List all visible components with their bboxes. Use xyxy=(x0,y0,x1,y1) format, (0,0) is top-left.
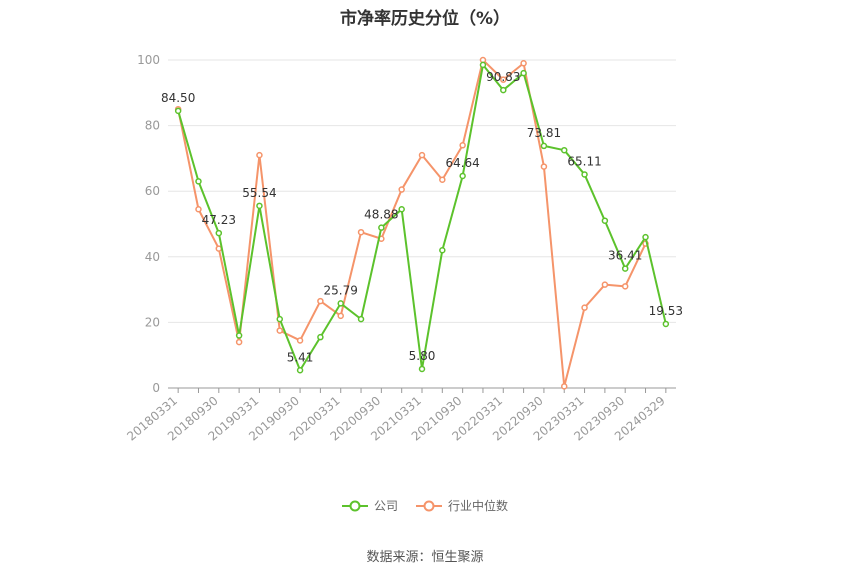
legend-label-company: 公司 xyxy=(373,499,398,513)
company-point xyxy=(418,151,426,159)
company-point xyxy=(601,281,609,288)
company-point xyxy=(621,283,629,290)
data-label: 5.41 xyxy=(287,350,314,364)
legend: 公司 行业中位数 xyxy=(0,497,850,514)
company-point xyxy=(581,304,588,311)
industry-median-point xyxy=(378,224,385,231)
data-labels: 84.50 47.23 55.54 5.41 25.79 48.88 5.80 64.64 90… xyxy=(161,70,683,364)
company-point xyxy=(317,297,324,305)
industry-median-point xyxy=(540,142,548,150)
industry-median-point xyxy=(235,332,243,339)
y-tick-label: 20 xyxy=(145,315,160,329)
industry-median-point xyxy=(174,107,182,115)
company-point xyxy=(195,205,202,213)
source-note: 数据来源：恒生聚源 xyxy=(366,550,484,565)
company-point xyxy=(520,60,527,67)
company-point xyxy=(398,186,405,193)
y-tick-label: 40 xyxy=(145,250,160,264)
y-tick-label: 100 xyxy=(137,53,160,67)
industry-median-point xyxy=(357,315,365,323)
company-point xyxy=(296,337,304,344)
company-point xyxy=(357,228,365,236)
data-label: 36.41 xyxy=(608,249,642,263)
y-tick-label: 60 xyxy=(145,184,160,198)
company-point xyxy=(337,312,344,320)
company-point xyxy=(276,327,284,334)
series-lines xyxy=(174,56,670,390)
company-line xyxy=(177,59,647,388)
industry-median-point xyxy=(662,320,670,328)
industry-median-point xyxy=(317,333,324,341)
industry-median-point xyxy=(256,202,263,210)
data-label: 47.23 xyxy=(202,213,236,227)
industry-median-point xyxy=(418,365,426,373)
data-label: 64.64 xyxy=(445,156,479,170)
industry-median-point xyxy=(642,233,649,241)
data-label: 25.79 xyxy=(324,283,358,297)
company-point xyxy=(439,176,446,183)
industry-median-point xyxy=(439,246,446,254)
axes: 0204060801002018033120180930201903312019… xyxy=(124,53,676,444)
legend-label-industry-median: 行业中位数 xyxy=(448,499,509,513)
industry-median-point xyxy=(276,315,284,323)
data-label: 73.81 xyxy=(527,126,561,140)
data-label: 19.53 xyxy=(649,304,683,318)
company-legend-icon xyxy=(341,500,368,511)
y-tick-label: 80 xyxy=(145,119,160,133)
data-label: 65.11 xyxy=(567,154,601,168)
data-label: 48.88 xyxy=(364,208,398,222)
company-point xyxy=(560,383,568,390)
company-point xyxy=(459,142,466,149)
company-point xyxy=(500,76,507,83)
data-label: 5.80 xyxy=(409,349,436,363)
legend-item-company[interactable]: 公司 xyxy=(341,497,398,514)
industry-median-point xyxy=(337,300,344,307)
company-point xyxy=(256,151,263,159)
data-label: 55.54 xyxy=(242,186,276,200)
industry-median-point xyxy=(500,86,507,94)
industry-median-point xyxy=(520,69,527,77)
industry-median-point xyxy=(398,205,405,213)
y-tick-label: 0 xyxy=(152,381,160,395)
chart-title: 市净率历史分位（%） xyxy=(339,9,511,29)
industry-median-point xyxy=(195,178,202,185)
industry-median-point xyxy=(601,217,609,224)
industry-median-point xyxy=(621,265,629,272)
industry-median-point xyxy=(296,367,304,374)
company-point xyxy=(235,338,243,346)
industry-median-point xyxy=(560,146,568,154)
legend-item-industry-median[interactable]: 行业中位数 xyxy=(416,497,508,514)
industry-median-line xyxy=(177,63,667,372)
industry-median-point xyxy=(459,172,466,180)
chart-plot: 0204060801002018033120180930201903312019… xyxy=(124,53,683,444)
data-label: 90.83 xyxy=(486,70,520,84)
company-point xyxy=(540,163,548,170)
industry-median-point xyxy=(215,229,223,237)
data-label: 84.50 xyxy=(161,91,195,105)
industry-median-point xyxy=(581,171,588,178)
industry-median-legend-icon xyxy=(416,500,442,511)
industry-median-point xyxy=(479,61,487,69)
